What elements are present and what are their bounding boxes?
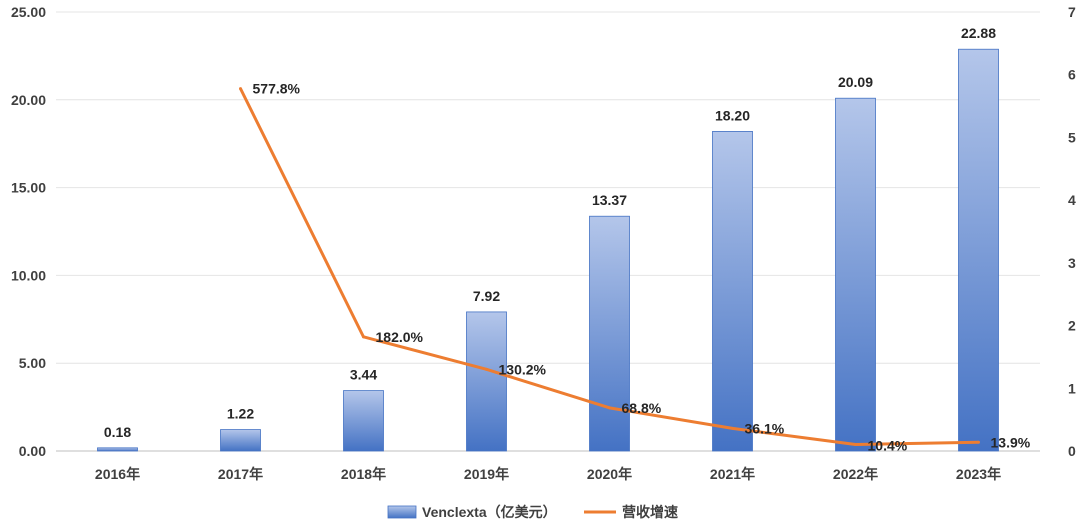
bar-value-label: 7.92 (473, 288, 500, 304)
y-right-tick-label: 0 (1068, 443, 1076, 459)
growth-point (608, 406, 611, 410)
legend-label-line: 营收增速 (622, 504, 678, 520)
growth-value-label: 36.1% (745, 420, 785, 436)
legend: Venclexta（亿美元） 营收增速 (387, 504, 678, 520)
y-right-tick-label: 5 (1068, 129, 1076, 145)
y-left-tick-label: 5.00 (19, 355, 46, 371)
y-axis-right: 0 1 2 3 4 5 6 7 (1068, 4, 1076, 459)
x-tick-label: 2023年 (956, 466, 1001, 482)
legend-swatch-bar (387, 505, 417, 519)
growth-value-label: 13.9% (991, 434, 1031, 450)
y-left-tick-label: 20.00 (11, 92, 46, 108)
bar-series (97, 48, 999, 452)
bar (958, 48, 999, 452)
growth-point (239, 87, 242, 91)
bar (835, 97, 876, 452)
y-left-tick-label: 0.00 (19, 443, 46, 459)
bar (97, 447, 138, 452)
growth-value-label: 182.0% (376, 329, 424, 345)
bar (466, 311, 507, 452)
y-left-tick-label: 15.00 (11, 180, 46, 196)
bar-value-label: 18.20 (715, 107, 750, 123)
x-axis: 2016年 2017年 2018年 2019年 2020年 2021年 2022年 2023年 (95, 466, 1001, 482)
growth-data-labels: 577.8% 182.0% 130.2% 68.8% 36.1% 10.4% 13.9% (253, 81, 1031, 454)
growth-point (731, 426, 734, 430)
y-right-tick-label: 2 (1068, 318, 1076, 334)
y-right-tick-label: 4 (1068, 192, 1076, 208)
legend-label-bar: Venclexta（亿美元） (422, 504, 557, 520)
y-right-tick-label: 6 (1068, 67, 1076, 83)
growth-point (854, 442, 857, 446)
x-tick-label: 2020年 (587, 466, 632, 482)
bar (589, 215, 630, 452)
bar-value-label: 22.88 (961, 25, 996, 41)
growth-value-label: 10.4% (868, 437, 908, 453)
growth-point (977, 440, 980, 444)
bar-value-label: 13.37 (592, 192, 627, 208)
bar (343, 390, 384, 452)
growth-value-label: 577.8% (253, 81, 301, 97)
growth-point (485, 367, 488, 371)
bar-value-label: 1.22 (227, 406, 254, 422)
y-axis-left: 0.00 5.00 10.00 15.00 20.00 25.00 (11, 4, 46, 459)
x-tick-label: 2021年 (710, 466, 755, 482)
bar-data-labels: 0.18 1.22 3.44 7.92 13.37 18.20 20.09 22.88 (104, 25, 996, 440)
y-right-tick-label: 7 (1068, 4, 1076, 20)
growth-value-label: 130.2% (499, 361, 547, 377)
growth-point (362, 335, 365, 339)
x-tick-label: 2017年 (218, 466, 263, 482)
bar-value-label: 3.44 (350, 367, 377, 383)
x-tick-label: 2016年 (95, 466, 140, 482)
bar-value-label: 0.18 (104, 424, 131, 440)
x-tick-label: 2019年 (464, 466, 509, 482)
bar (220, 429, 261, 452)
y-left-tick-label: 25.00 (11, 4, 46, 20)
gridlines (56, 11, 1040, 452)
bar (712, 131, 753, 452)
y-right-tick-label: 1 (1068, 380, 1076, 396)
x-tick-label: 2022年 (833, 466, 878, 482)
growth-line-series (239, 87, 980, 446)
growth-value-label: 68.8% (622, 400, 662, 416)
y-right-tick-label: 3 (1068, 255, 1076, 271)
bar-value-label: 20.09 (838, 74, 873, 90)
y-left-tick-label: 10.00 (11, 267, 46, 283)
x-tick-label: 2018年 (341, 466, 386, 482)
